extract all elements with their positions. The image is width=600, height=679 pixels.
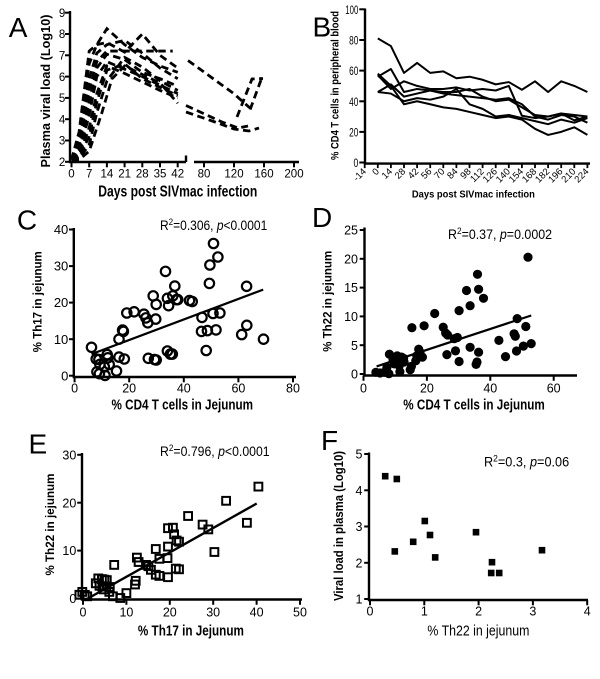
svg-text:0: 0 [354,158,359,170]
svg-text:8: 8 [59,29,65,41]
svg-text:21: 21 [118,168,131,180]
svg-text:40: 40 [349,97,358,109]
svg-text:% CD4 T cells in Jejunum: % CD4 T cells in Jejunum [403,397,545,413]
svg-text:80: 80 [349,36,358,48]
svg-text:R2=0.796, p<0.0001: R2=0.796, p<0.0001 [160,443,270,460]
svg-text:7: 7 [86,168,92,180]
svg-text:Days post SIVmac infection: Days post SIVmac infection [412,189,535,201]
svg-text:1: 1 [356,593,363,607]
svg-text:20: 20 [122,382,136,396]
svg-text:% Th17 in jejunum: % Th17 in jejunum [31,251,45,352]
svg-text:F: F [321,425,338,456]
svg-text:160: 160 [254,168,273,180]
svg-text:3: 3 [529,605,536,619]
svg-text:0: 0 [370,166,382,178]
svg-text:4: 4 [584,605,591,619]
svg-text:80: 80 [286,382,300,396]
svg-text:3: 3 [356,520,363,534]
svg-text:30: 30 [62,448,76,462]
svg-text:R2=0.306, p<0.0001: R2=0.306, p<0.0001 [160,217,267,234]
svg-text:80: 80 [198,168,211,180]
svg-text:7: 7 [59,51,65,63]
svg-text:50: 50 [293,606,307,620]
svg-text:Viral load in plasma (Log10): Viral load in plasma (Log10) [331,451,346,601]
svg-text:40: 40 [250,606,264,620]
svg-text:9: 9 [59,8,65,20]
svg-text:10: 10 [54,332,68,347]
svg-text:A: A [9,12,28,43]
svg-text:60: 60 [349,66,358,78]
svg-text:30: 30 [206,606,220,620]
svg-text:B: B [313,11,332,42]
svg-text:28: 28 [136,168,149,180]
svg-text:0: 0 [69,592,76,606]
svg-text:C: C [17,205,37,236]
svg-text:15: 15 [344,281,358,295]
svg-text:D: D [312,202,332,233]
svg-text:0: 0 [351,368,358,382]
svg-text:% CD4 T cells in Jejunum: % CD4 T cells in Jejunum [112,397,254,413]
svg-text:% Th22 in jejunum: % Th22 in jejunum [427,622,529,639]
svg-text:6: 6 [59,72,65,84]
svg-text:R2=0.3, p=0.06: R2=0.3, p=0.06 [484,453,569,469]
svg-text:1: 1 [421,605,428,619]
svg-text:0: 0 [61,368,68,383]
svg-text:100: 100 [345,5,358,17]
svg-text:5: 5 [59,93,65,105]
svg-text:60: 60 [231,382,245,396]
svg-text:40: 40 [54,222,68,237]
svg-text:40: 40 [483,382,497,396]
svg-text:200: 200 [284,168,303,180]
svg-text:20: 20 [344,252,358,266]
svg-text:4: 4 [59,114,66,126]
svg-text:10: 10 [344,310,358,324]
svg-text:Plasma viral load (Log10): Plasma viral load (Log10) [38,15,53,168]
svg-text:20: 20 [54,295,68,310]
svg-text:0: 0 [71,382,78,396]
svg-text:0: 0 [367,605,374,619]
svg-text:42: 42 [171,168,184,180]
svg-text:0: 0 [68,168,74,180]
svg-text:120: 120 [224,168,243,180]
svg-text:60: 60 [547,382,561,396]
svg-text:10: 10 [62,544,76,558]
svg-text:0: 0 [360,382,367,396]
svg-text:25: 25 [344,224,358,238]
svg-text:4: 4 [356,484,363,498]
svg-text:35: 35 [154,168,167,180]
svg-text:10: 10 [119,606,133,620]
svg-text:% CD4 T cells in peripheral b: % CD4 T cells in peripheral blood [330,11,342,160]
svg-text:20: 20 [163,606,177,620]
svg-text:0: 0 [80,606,87,620]
svg-text:14: 14 [101,168,114,180]
svg-text:Days post SIVmac infection: Days post SIVmac infection [98,184,257,201]
svg-text:% Th22 in jejunum: % Th22 in jejunum [321,251,335,352]
svg-text:2: 2 [475,605,482,619]
svg-text:E: E [29,429,48,460]
svg-text:40: 40 [177,382,191,396]
svg-text:R2=0.37, p=0.0002: R2=0.37, p=0.0002 [448,226,552,242]
svg-text:20: 20 [420,382,434,396]
svg-text:5: 5 [356,448,363,462]
svg-text:30: 30 [54,259,68,274]
svg-text:5: 5 [351,339,358,353]
svg-text:3: 3 [59,136,65,148]
svg-text:% Th17 in Jejunum: % Th17 in Jejunum [138,623,244,639]
svg-text:20: 20 [62,496,76,510]
svg-text:% Th22 in jejunum: % Th22 in jejunum [43,474,57,576]
svg-text:2: 2 [59,157,65,169]
svg-text:20: 20 [349,128,358,140]
svg-text:2: 2 [356,556,363,570]
